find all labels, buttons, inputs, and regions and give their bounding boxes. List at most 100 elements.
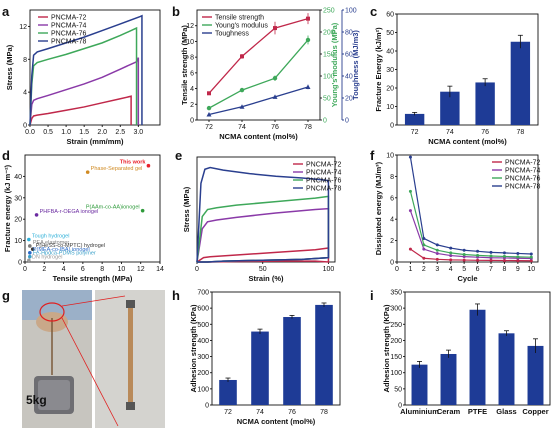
xtick-label: 78 (516, 129, 524, 136)
xtick-label: 5 (462, 266, 466, 273)
series-line (29, 57, 140, 126)
legend-label: PNCMA-76 (51, 31, 87, 38)
data-point (408, 155, 412, 159)
legend-label: PNCMA-78 (306, 186, 342, 193)
data-point (239, 104, 245, 109)
data-point (449, 246, 453, 250)
bar (315, 304, 333, 405)
ytick3-label: 60 (345, 52, 353, 59)
ytick-label: 40 (386, 49, 394, 56)
ytick-label: 300 (197, 354, 209, 361)
xtick-label: 4 (449, 266, 453, 273)
ytick-label: 0 (398, 403, 402, 410)
zoom-line-top (61, 295, 126, 307)
data-point (435, 248, 439, 252)
data-point (305, 37, 311, 43)
bar (411, 364, 428, 405)
ytick-label: 8 (190, 55, 194, 62)
y2-axis-title-b: Young's modulus (MPa) (330, 22, 339, 107)
data-point (516, 251, 520, 255)
xtick-label: 72 (224, 409, 232, 416)
xtick-label: 74 (256, 409, 264, 416)
ytick-label: 2 (390, 238, 394, 245)
point-label: PHFBA-r-OEGA ionogel (40, 209, 99, 215)
legend-label: PNCMA-76 (505, 176, 541, 183)
data-point (449, 254, 453, 258)
ytick-label: 6 (190, 70, 194, 77)
ytick-label: 200 (390, 338, 402, 345)
xtick-label: 76 (271, 124, 279, 131)
series-line (410, 248, 532, 262)
data-point (305, 84, 311, 89)
point-label: P(AAm-co-AA)ionogel (86, 205, 140, 211)
bar (475, 82, 495, 125)
xtick-label: 2 (422, 266, 426, 273)
legend-label: Toughness (215, 31, 249, 38)
x-axis-title-f: Cycle (457, 274, 477, 283)
legend-label: PNCMA-76 (306, 178, 342, 185)
xtick-label: 14 (156, 266, 164, 273)
data-point (449, 251, 453, 255)
data-point (240, 54, 244, 59)
bar (527, 345, 544, 405)
xtick-label: 3 (435, 266, 439, 273)
plot-frame-h (211, 291, 341, 406)
ytick2-label: 250 (323, 8, 335, 15)
panel-label-f: f (370, 148, 375, 163)
x-axis-title-c: NCMA content (mol%) (428, 137, 507, 146)
panel-label-c: c (370, 4, 377, 19)
ytick-label: 10 (386, 104, 394, 111)
ytick3-label: 40 (345, 74, 353, 81)
bar (251, 331, 269, 405)
chart-h: 0 100 200 300 400 500 600 700 72 74 76 78 NCMA conte… (189, 290, 341, 426)
data-point (489, 254, 493, 258)
xtick-label: 72 (411, 129, 419, 136)
scatter-point (28, 250, 32, 255)
ytick-label: 10 (386, 153, 394, 160)
xtick-label: 8 (502, 266, 506, 273)
plot-frame-d (24, 154, 161, 263)
clamp-bottom (126, 402, 135, 410)
bar (404, 113, 425, 125)
data-point (422, 247, 426, 251)
bar (219, 379, 237, 405)
ytick-label: 300 (390, 306, 402, 313)
ytick-label: 12 (186, 23, 194, 30)
series-line (29, 95, 132, 126)
legend-label: PNCMA-78 (51, 39, 87, 46)
panel-label-g: g (2, 288, 10, 303)
data-point (272, 76, 278, 81)
ytick-label: 50 (386, 30, 394, 37)
ytick2-label: 0 (323, 118, 327, 125)
panel-label-e: e (175, 148, 182, 163)
chart-c: 0 10 20 30 40 50 60 72 74 76 78 NCMA content (mol%)… (374, 12, 539, 146)
xtick-label: 0 (195, 266, 199, 273)
ytick-label: 4 (190, 86, 194, 93)
ytick-label: 30 (14, 195, 22, 202)
data-point (207, 91, 211, 96)
legend-label: Tensile strength (215, 15, 264, 22)
xtick-label: 1 (408, 266, 412, 273)
xtick-label: 12 (137, 266, 145, 273)
ytick-label: 500 (197, 322, 209, 329)
data-point (502, 251, 506, 255)
x-axis-title-e: Strain (%) (248, 274, 284, 283)
xtick-label: 0.0 (25, 129, 35, 136)
y-axis-title-c: Fracture Energy (kJ/m²) (374, 27, 383, 112)
ytick-label: 10 (186, 39, 194, 46)
point-label: P(HeSS-co-MPTC) hydrogel (36, 243, 105, 249)
series-line (29, 26, 138, 126)
data-point (435, 243, 439, 247)
legend-label: PNCMA-72 (306, 162, 342, 169)
data-point (435, 257, 439, 261)
xtick-label: 6 (476, 266, 480, 273)
data-point (408, 247, 412, 251)
scatter-point (27, 258, 31, 263)
x-axis-title-d: Tensile strength (MPa) (53, 274, 133, 283)
plot-frame-a (29, 9, 161, 126)
xtick-label: 1.0 (61, 129, 71, 136)
